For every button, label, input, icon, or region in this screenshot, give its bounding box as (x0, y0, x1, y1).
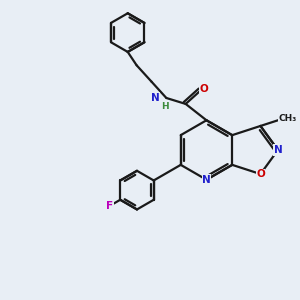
Text: CH₃: CH₃ (278, 114, 297, 123)
Text: O: O (256, 169, 265, 179)
Text: F: F (106, 201, 113, 211)
Text: O: O (199, 84, 208, 94)
Text: N: N (274, 145, 282, 155)
Text: H: H (161, 102, 169, 111)
Text: N: N (151, 93, 160, 103)
Text: N: N (202, 175, 211, 185)
